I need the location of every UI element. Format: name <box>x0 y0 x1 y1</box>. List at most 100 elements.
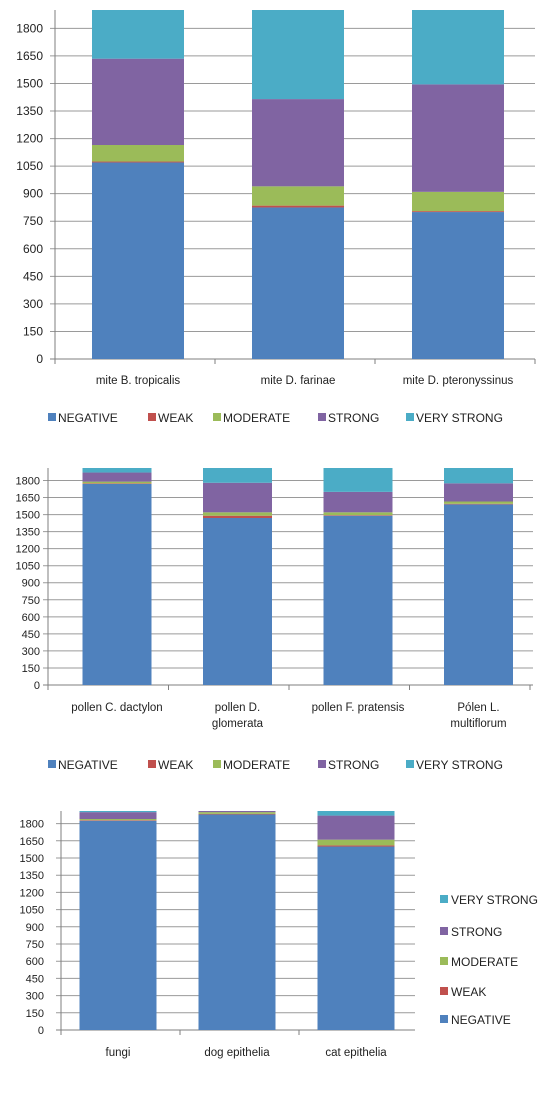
y-tick-label: 600 <box>26 956 44 968</box>
y-tick-label: 300 <box>22 646 40 658</box>
bar-segment-moderate <box>203 512 272 516</box>
bar-segment-very-strong <box>444 468 513 484</box>
bar-segment-weak <box>92 161 184 163</box>
bar-segment-negative <box>412 212 504 359</box>
bar-segment-negative <box>444 504 513 685</box>
bar-segment-weak <box>252 205 344 208</box>
legend-label: VERY STRONG <box>451 893 538 907</box>
bar-segment-negative <box>323 515 393 685</box>
chart-1: 0 150 300 450 600 750 900 1050 1200 1350 1500 1650 1… <box>16 10 536 425</box>
bar-segment-negative <box>92 162 184 359</box>
bar-segment-weak <box>203 515 272 518</box>
y-tick-label: 1650 <box>20 836 44 848</box>
y-tick-label: 0 <box>34 680 40 692</box>
legend-label: NEGATIVE <box>451 1013 511 1027</box>
bar-segment-strong <box>252 99 344 187</box>
legend-label: MODERATE <box>223 411 290 425</box>
y-tick-label: 1800 <box>16 21 43 35</box>
bar-segment-moderate <box>92 145 184 162</box>
bar-segment-very-strong <box>82 468 152 473</box>
x-category-label: fungi <box>106 1047 131 1059</box>
bar-segment-weak <box>323 515 393 516</box>
bar-segment-moderate <box>79 819 157 821</box>
bar-segment-very-strong <box>252 10 344 100</box>
bar-segment-strong <box>444 483 513 502</box>
x-category-label: pollen F. pratensis <box>312 702 405 714</box>
bar-segment-strong <box>317 815 395 840</box>
bar-segment-strong <box>203 482 272 513</box>
bar-segment-weak <box>444 503 513 505</box>
y-tick-label: 900 <box>23 187 43 201</box>
y-tick-label: 1650 <box>16 49 43 63</box>
bar-segment-weak <box>82 483 152 484</box>
legend-swatch-strong <box>440 927 448 935</box>
y-tick-label: 300 <box>26 991 44 1003</box>
legend-swatch-weak <box>440 987 448 995</box>
x-category-label: glomerata <box>212 718 264 730</box>
bar-segment-very-strong <box>412 10 504 85</box>
legend-label: VERY STRONG <box>416 758 503 772</box>
legend-label: MODERATE <box>223 758 290 772</box>
bar-segment-negative <box>82 483 152 685</box>
legend-swatch-moderate <box>440 957 448 965</box>
legend: NEGATIVE WEAK MODERATE STRONG VERY STRONG <box>48 758 503 772</box>
y-tick-label: 450 <box>26 973 44 985</box>
bar-segment-very-strong <box>323 468 393 492</box>
x-category-label: multiflorum <box>450 718 506 730</box>
legend-label: VERY STRONG <box>416 411 503 425</box>
y-tick-label: 1800 <box>16 475 40 487</box>
y-tick-label: 1350 <box>16 527 40 539</box>
x-category-label: mite D. pteronyssinus <box>403 375 514 387</box>
y-tick-label: 1800 <box>20 819 44 831</box>
legend-label: WEAK <box>158 411 193 425</box>
y-tick-label: 600 <box>23 242 43 256</box>
bar-segment-weak <box>317 845 395 847</box>
bar-segment-very-strong <box>317 811 395 816</box>
y-tick-label: 1500 <box>20 853 44 865</box>
y-tick-label: 300 <box>23 297 43 311</box>
legend-swatch-negative <box>440 1015 448 1023</box>
legend-label: MODERATE <box>451 955 518 969</box>
bar-segment-strong <box>412 84 504 192</box>
bar-segment-negative <box>79 820 157 1030</box>
bar-segment-negative <box>198 814 276 1030</box>
y-tick-label: 1200 <box>16 132 43 146</box>
legend-swatch-weak <box>148 413 156 421</box>
y-tick-label: 1050 <box>20 905 44 917</box>
x-category-label: mite D. farinae <box>261 375 336 387</box>
y-tick-label: 0 <box>38 1025 44 1037</box>
bar-segment-strong <box>82 472 152 482</box>
legend-swatch-moderate <box>213 760 221 768</box>
y-tick-label: 600 <box>22 612 40 624</box>
y-tick-label: 1350 <box>16 104 43 118</box>
legend-swatch-negative <box>48 413 56 421</box>
x-category-label: pollen C. dactylon <box>71 702 162 714</box>
legend-swatch-strong <box>318 760 326 768</box>
y-tick-label: 900 <box>26 922 44 934</box>
bar-segment-moderate <box>317 839 395 846</box>
y-tick-label: 1050 <box>16 159 43 173</box>
y-tick-label: 1200 <box>20 887 44 899</box>
bar-segment-moderate <box>412 191 504 212</box>
legend-swatch-very-strong <box>406 413 414 421</box>
y-tick-label: 0 <box>36 352 43 366</box>
legend-swatch-moderate <box>213 413 221 421</box>
bar-segment-very-strong <box>79 811 157 813</box>
bar-segment-weak <box>198 813 276 815</box>
y-tick-label: 1650 <box>16 493 40 505</box>
y-tick-label: 150 <box>23 324 43 338</box>
legend-swatch-strong <box>318 413 326 421</box>
legend-label: WEAK <box>451 985 486 999</box>
legend-label: STRONG <box>328 758 379 772</box>
x-category-label: mite B. tropicalis <box>96 375 181 387</box>
legend-label: NEGATIVE <box>58 411 118 425</box>
y-tick-label: 1350 <box>20 870 44 882</box>
bar-segment-strong <box>323 491 393 513</box>
y-tick-label: 150 <box>26 1008 44 1020</box>
y-tick-label: 1500 <box>16 510 40 522</box>
legend-swatch-weak <box>148 760 156 768</box>
y-tick-label: 1200 <box>16 544 40 556</box>
bar-segment-very-strong <box>203 468 272 483</box>
legend-label: STRONG <box>451 925 502 939</box>
y-tick-label: 450 <box>22 629 40 641</box>
